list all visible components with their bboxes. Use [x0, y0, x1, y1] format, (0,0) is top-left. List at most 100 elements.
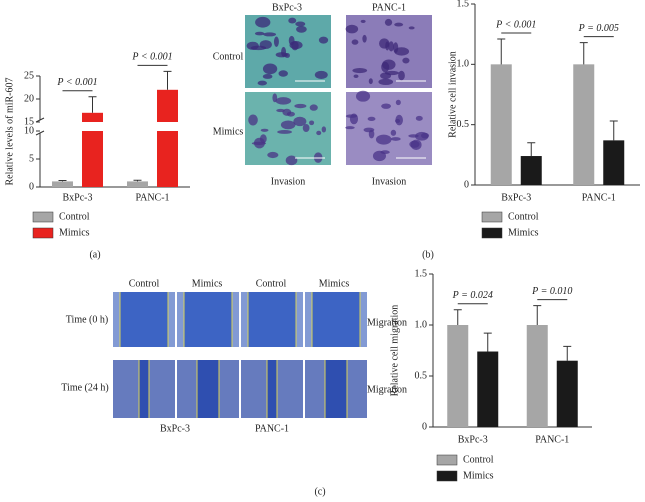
x-tick-label: BxPc-3 [501, 192, 531, 203]
cell [309, 104, 318, 111]
cell-layer [113, 292, 120, 347]
annotation: P = 0.005 [578, 23, 619, 34]
cell [253, 137, 265, 149]
panel-label: (b) [422, 249, 434, 260]
legend-swatch [436, 454, 458, 466]
annotation: P < 0.001 [495, 19, 536, 30]
cell-layer [305, 292, 312, 347]
bar [157, 89, 178, 187]
y-tick-label: 5 [29, 153, 34, 164]
cell [394, 22, 404, 27]
error-bar [133, 179, 142, 182]
cell-layer [360, 292, 367, 347]
y-tick-label: 0.5 [457, 119, 470, 130]
y-tick-label: 1.5 [457, 0, 470, 9]
legend-label: Mimics [508, 227, 539, 238]
cell-layer [232, 292, 239, 347]
x-tick-label: BxPc-3 [458, 434, 488, 445]
cell [316, 130, 322, 136]
cell [345, 114, 358, 118]
y-tick-label: 10 [24, 125, 34, 136]
cell [395, 99, 401, 106]
row-label: Time (0 h) [66, 314, 108, 325]
cell [390, 137, 401, 141]
legend-swatch [32, 211, 54, 223]
x-tick-label: PANC-1 [582, 192, 616, 203]
cell [286, 111, 295, 117]
annotation: P = 0.024 [452, 290, 493, 301]
cell [398, 70, 405, 81]
cell-layer [113, 360, 139, 418]
panel-label: (a) [89, 249, 100, 260]
y-tick-label: 20 [24, 93, 34, 104]
cell-layer [305, 360, 325, 418]
cell [410, 139, 422, 150]
legend-swatch [481, 211, 503, 223]
cell [321, 126, 327, 133]
column-label: BxPc-3 [272, 2, 302, 13]
cell [260, 128, 269, 132]
bar [526, 325, 548, 427]
bar [477, 351, 499, 427]
cell [378, 78, 394, 86]
y-tick-label: 0.5 [415, 370, 428, 381]
bar [447, 325, 469, 427]
cell [375, 134, 392, 145]
cell [246, 41, 259, 50]
annotation: P < 0.001 [56, 77, 97, 88]
column-label: Control [129, 278, 160, 289]
cell-layer [149, 360, 175, 418]
cell-layer [177, 292, 184, 347]
column-label: Mimics [319, 278, 350, 289]
annotation: P = 0.010 [531, 286, 572, 297]
cell [296, 25, 307, 33]
cell-layer [296, 292, 303, 347]
cell [351, 39, 359, 45]
bar [490, 64, 512, 185]
column-label: Mimics [192, 278, 223, 289]
cell [382, 59, 396, 70]
cell [367, 116, 376, 122]
cell [390, 129, 397, 136]
cell-layer [241, 292, 248, 347]
cell [379, 38, 390, 49]
legend-label: Mimics [59, 227, 90, 238]
cell [302, 123, 310, 132]
cell [285, 155, 298, 166]
legend-label: Control [463, 454, 494, 465]
cell [278, 70, 288, 77]
error-bar [533, 305, 542, 325]
cell [293, 116, 307, 127]
cell [345, 24, 359, 34]
cell-layer [347, 360, 367, 418]
caption: Invasion [372, 176, 406, 187]
cell [384, 70, 399, 76]
cell-layer [177, 360, 197, 418]
break-gap [81, 122, 104, 131]
error-bar [58, 180, 67, 182]
cell [368, 78, 373, 85]
y-tick-label: 1.5 [415, 268, 428, 279]
cell [254, 31, 265, 36]
cell [267, 151, 279, 159]
cell-layer [277, 360, 303, 418]
cell [421, 132, 430, 139]
x-tick-label: BxPc-3 [63, 192, 93, 203]
micrograph [305, 292, 367, 347]
cell [262, 63, 278, 75]
column-label: Control [256, 278, 287, 289]
cell [381, 103, 391, 109]
bar [573, 64, 595, 185]
legend-swatch [436, 470, 458, 482]
cell [277, 130, 292, 134]
legend-label: Mimics [463, 470, 494, 481]
bar [603, 140, 625, 185]
bar [520, 156, 542, 185]
cell [395, 114, 403, 126]
legend-label: Control [59, 211, 90, 222]
micrograph [177, 292, 239, 347]
column-label: PANC-1 [372, 2, 406, 13]
cell [380, 150, 390, 154]
y-axis-label: Relative cell migration [389, 305, 400, 397]
cell [280, 120, 296, 130]
